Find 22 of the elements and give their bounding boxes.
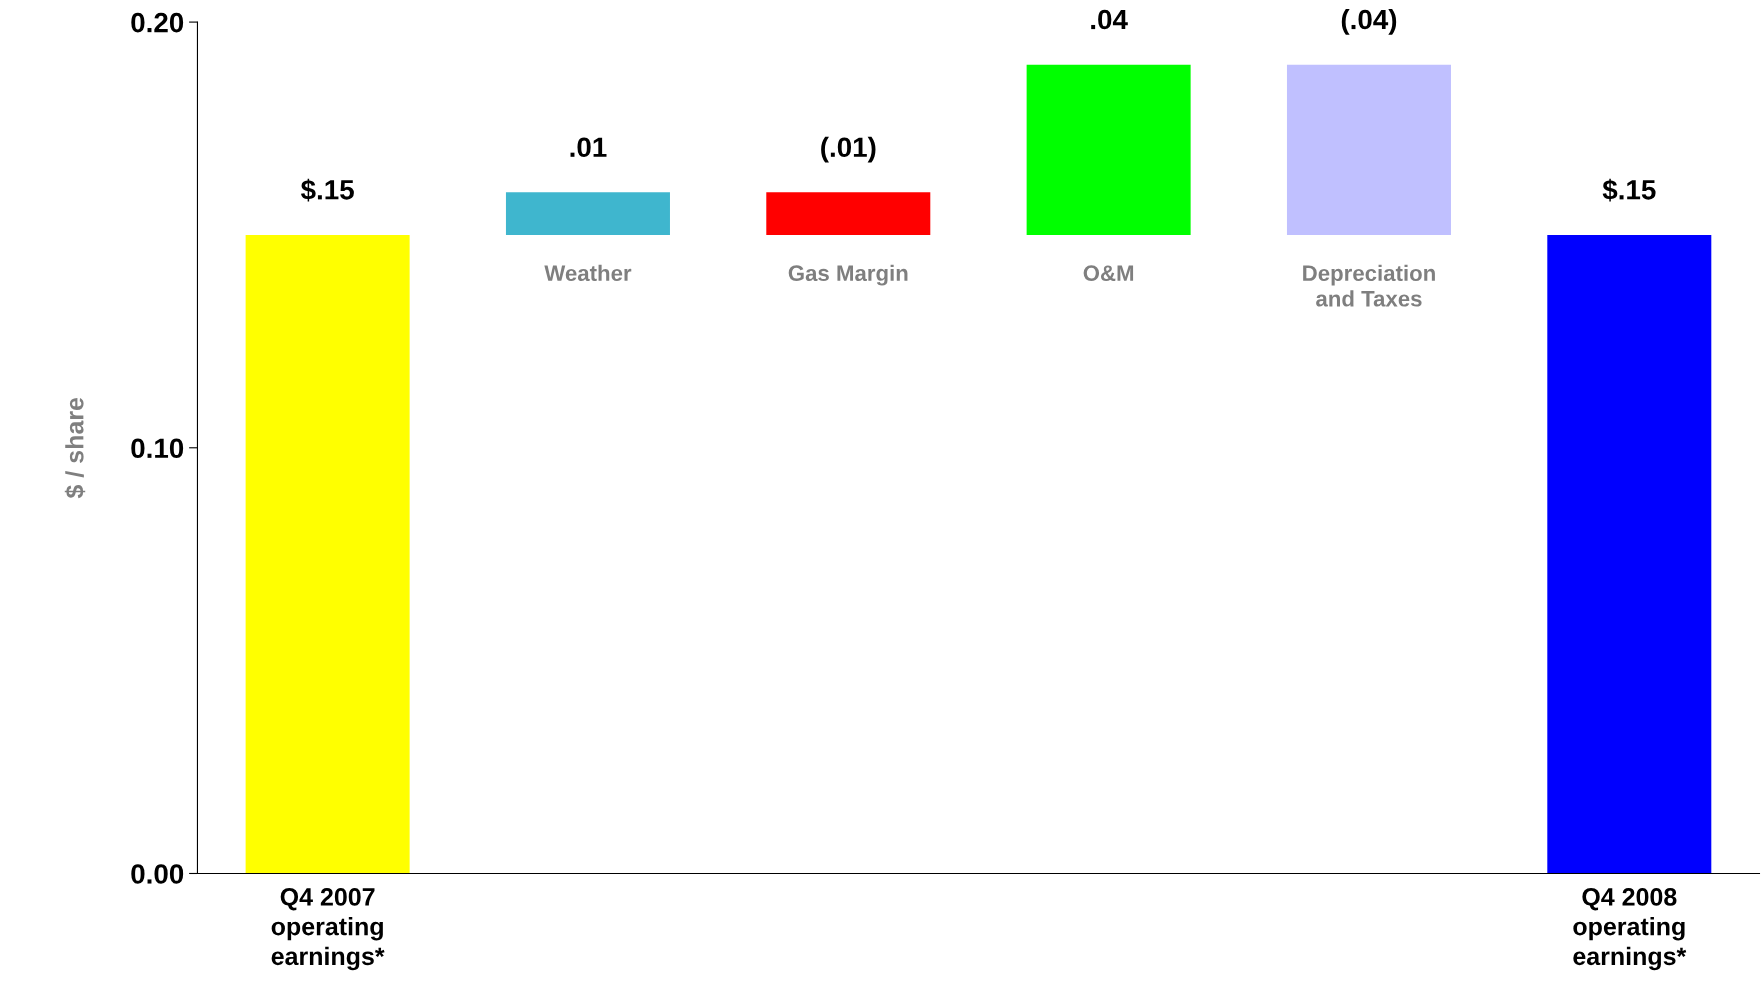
y-tick-label: 0.00 — [131, 864, 184, 884]
x-tick-label: Gas Margin — [788, 264, 908, 286]
bar — [505, 192, 670, 235]
x-tick-label: Depreciation and Taxes — [1303, 264, 1435, 307]
bar — [1547, 234, 1712, 874]
x-tick-label: Q4 2007 operating earnings* — [271, 888, 385, 971]
data-label: .04 — [1091, 9, 1128, 30]
data-label: $.15 — [1602, 178, 1656, 202]
data-label: $.15 — [300, 178, 354, 202]
bar — [245, 234, 410, 874]
data-label: .01 — [570, 137, 607, 158]
y-axis-title: $ / share — [64, 397, 86, 499]
y-tick-label: 0.20 — [131, 12, 184, 33]
bar — [766, 192, 931, 235]
x-tick-label: Weather — [544, 264, 632, 282]
x-tick-label: Q4 2008 operating earnings* — [1573, 888, 1687, 971]
bar — [1026, 64, 1191, 235]
bar — [1286, 64, 1451, 235]
data-label: (.01) — [821, 136, 876, 163]
y-tick-label: 0.10 — [131, 438, 184, 459]
x-tick-label: O&M — [1083, 265, 1134, 282]
data-label: (.04) — [1341, 8, 1397, 35]
